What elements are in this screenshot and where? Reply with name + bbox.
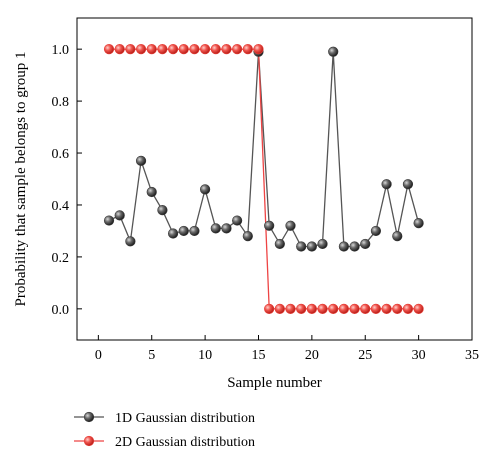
x-tick-label: 5 [148, 348, 155, 363]
series-1-point [200, 44, 211, 55]
series-0-point [285, 220, 296, 231]
series-0-point [338, 241, 349, 252]
x-tick-label: 30 [412, 348, 426, 363]
series-0-point [242, 231, 253, 242]
series-1-point [125, 44, 136, 55]
series-1-point [103, 44, 115, 55]
series-0-point [274, 238, 285, 250]
series-0-point [413, 218, 424, 229]
series-1-point [178, 44, 189, 55]
series-0-point [306, 241, 317, 252]
series-1-point [392, 303, 403, 314]
legend-swatch-marker [83, 435, 95, 447]
series-0-point [232, 215, 243, 226]
series-0-point [210, 223, 221, 234]
y-tick-label: 1.0 [52, 43, 70, 58]
x-tick-label: 20 [305, 348, 319, 363]
series-1-point [242, 44, 253, 55]
series-0-point [114, 210, 125, 221]
series-0-point [125, 236, 136, 247]
series-0-point [146, 186, 157, 198]
series-0-point [157, 205, 168, 216]
x-tick-label: 35 [465, 348, 479, 363]
series-0-point [167, 228, 179, 239]
series-0-point [392, 231, 403, 242]
series-0-point [360, 238, 371, 250]
series-line-1 [109, 48, 419, 310]
x-tick-label: 25 [358, 348, 372, 363]
series-1-point [221, 44, 232, 55]
series-0-point [402, 179, 414, 190]
series-1-point [189, 44, 200, 55]
series-1-point [264, 303, 275, 314]
series-1-point [157, 44, 168, 55]
series-1-point [167, 44, 179, 55]
y-tick-label: 0.8 [52, 95, 70, 110]
series-1-point [381, 303, 392, 314]
x-tick-label: 15 [251, 348, 265, 363]
series-line-0 [108, 51, 420, 248]
plot-frame [76, 17, 473, 341]
series-1-point [296, 303, 307, 314]
y-tick-label: 0.6 [52, 147, 70, 162]
y-tick-label: 0.4 [52, 199, 70, 214]
legend-label: 2D Gaussian distribution [115, 435, 255, 450]
series-1-point [413, 303, 424, 314]
series-1-point [285, 303, 296, 314]
x-axis-label: Sample number [227, 375, 322, 391]
series-1-point [253, 44, 264, 55]
series-1-point [338, 303, 349, 314]
axis-ticks: 0 5 10 15 20 25 30 35 0.0 0.2 0.4 0.6 0.8 1.0 [52, 43, 480, 363]
series-0-point [178, 225, 189, 237]
series-0-point [189, 225, 200, 237]
series-1-point [274, 303, 285, 314]
series-1-point [360, 303, 371, 314]
series-0-point [317, 238, 328, 250]
series-1-point [232, 44, 243, 55]
x-tick-label: 0 [95, 348, 102, 363]
series-1-point [210, 44, 221, 55]
y-tick-label: 0.0 [52, 303, 70, 318]
series-0-point [200, 184, 211, 195]
legend-label: 1D Gaussian distribution [115, 411, 255, 426]
series-0-point [381, 179, 392, 190]
series-1-point [328, 303, 339, 314]
series-0-point [135, 155, 147, 166]
series-1-point [306, 303, 317, 314]
series-points [103, 44, 424, 314]
legend-swatch-marker [83, 411, 95, 423]
y-axis-label: Probability that sample belongs to group… [13, 52, 29, 307]
series-lines [108, 48, 420, 310]
series-1-point [135, 44, 147, 55]
series-0-point [349, 241, 360, 252]
y-tick-label: 0.2 [52, 251, 70, 266]
legend: 1D Gaussian distribution 2D Gaussian dist… [74, 411, 255, 450]
series-1-point [370, 303, 382, 314]
series-1-point [114, 44, 125, 55]
series-0-point [370, 225, 382, 237]
series-0-point [103, 215, 115, 226]
series-0-point [221, 223, 232, 234]
series-0-point [264, 220, 275, 231]
series-0-point [296, 241, 307, 252]
series-1-point [146, 44, 157, 55]
series-1-point [317, 303, 328, 314]
x-tick-label: 10 [198, 348, 212, 363]
series-0-point [328, 46, 339, 57]
series-1-point [349, 303, 360, 314]
series-1-point [402, 303, 414, 314]
